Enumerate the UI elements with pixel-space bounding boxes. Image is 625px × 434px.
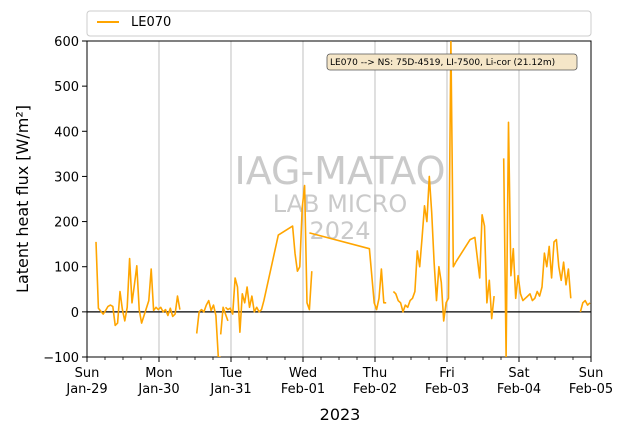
legend-label-le070: LE070 bbox=[131, 15, 171, 30]
x-tick-date: Jan-31 bbox=[209, 382, 251, 397]
annotation-box: LE070 --> NS: 75D-4519, LI-7500, Li-cor … bbox=[326, 53, 578, 71]
series-le070-segment bbox=[455, 214, 495, 320]
series-le070 bbox=[95, 41, 591, 357]
legend-box bbox=[86, 10, 592, 37]
x-tick-day: Sun bbox=[579, 366, 604, 381]
series-le070-segment bbox=[95, 241, 181, 327]
x-tick-day: Thu bbox=[362, 366, 387, 381]
x-tick-day: Sun bbox=[75, 366, 100, 381]
series-le070-segment bbox=[392, 41, 457, 322]
x-tick-date: Feb-02 bbox=[353, 382, 397, 397]
y-tick-label: −100 bbox=[43, 351, 79, 366]
x-tick-day: Sat bbox=[508, 366, 529, 381]
series-le070-segment bbox=[219, 306, 229, 335]
x-tick-date: Feb-05 bbox=[569, 382, 613, 397]
x-tick-date: Jan-29 bbox=[65, 382, 107, 397]
series-le070-segment bbox=[195, 299, 221, 357]
x-tick-day: Mon bbox=[145, 366, 172, 381]
y-axis-title: Latent heat flux [W/m²] bbox=[13, 105, 32, 293]
y-tick-label: 0 bbox=[71, 306, 79, 321]
series-le070-segment bbox=[309, 232, 387, 311]
x-tick-date: Feb-01 bbox=[281, 382, 325, 397]
watermark: IAG-MATAO LAB MICRO 2024 bbox=[234, 149, 445, 245]
x-axis-title: 2023 bbox=[320, 405, 361, 424]
legend: LE070 bbox=[86, 10, 592, 37]
y-tick-label: 200 bbox=[54, 216, 79, 231]
y-tick-label: 600 bbox=[54, 35, 79, 50]
series-le070-segment bbox=[579, 299, 591, 313]
x-tick-day: Tue bbox=[219, 366, 242, 381]
annotation-text: LE070 --> NS: 75D-4519, LI-7500, Li-cor … bbox=[330, 58, 555, 68]
x-axis-ticks: SunJan-29MonJan-30TueJan-31WedFeb-01ThuF… bbox=[65, 357, 613, 397]
x-tick-day: Fri bbox=[439, 366, 455, 381]
y-tick-label: 500 bbox=[54, 80, 79, 95]
x-tick-date: Feb-03 bbox=[425, 382, 469, 397]
watermark-line-2: LAB MICRO bbox=[273, 190, 408, 218]
y-tick-label: 300 bbox=[54, 170, 79, 185]
series-le070-segment bbox=[224, 184, 313, 333]
x-tick-day: Wed bbox=[289, 366, 317, 381]
y-axis-ticks: −100 0 100 200 300 400 500 600 bbox=[43, 35, 87, 366]
x-tick-date: Feb-04 bbox=[497, 382, 541, 397]
series-le070-segment bbox=[502, 121, 572, 357]
y-tick-label: 400 bbox=[54, 125, 79, 140]
y-tick-label: 100 bbox=[54, 261, 79, 276]
x-tick-date: Jan-30 bbox=[137, 382, 179, 397]
watermark-line-1: IAG-MATAO bbox=[234, 149, 445, 193]
